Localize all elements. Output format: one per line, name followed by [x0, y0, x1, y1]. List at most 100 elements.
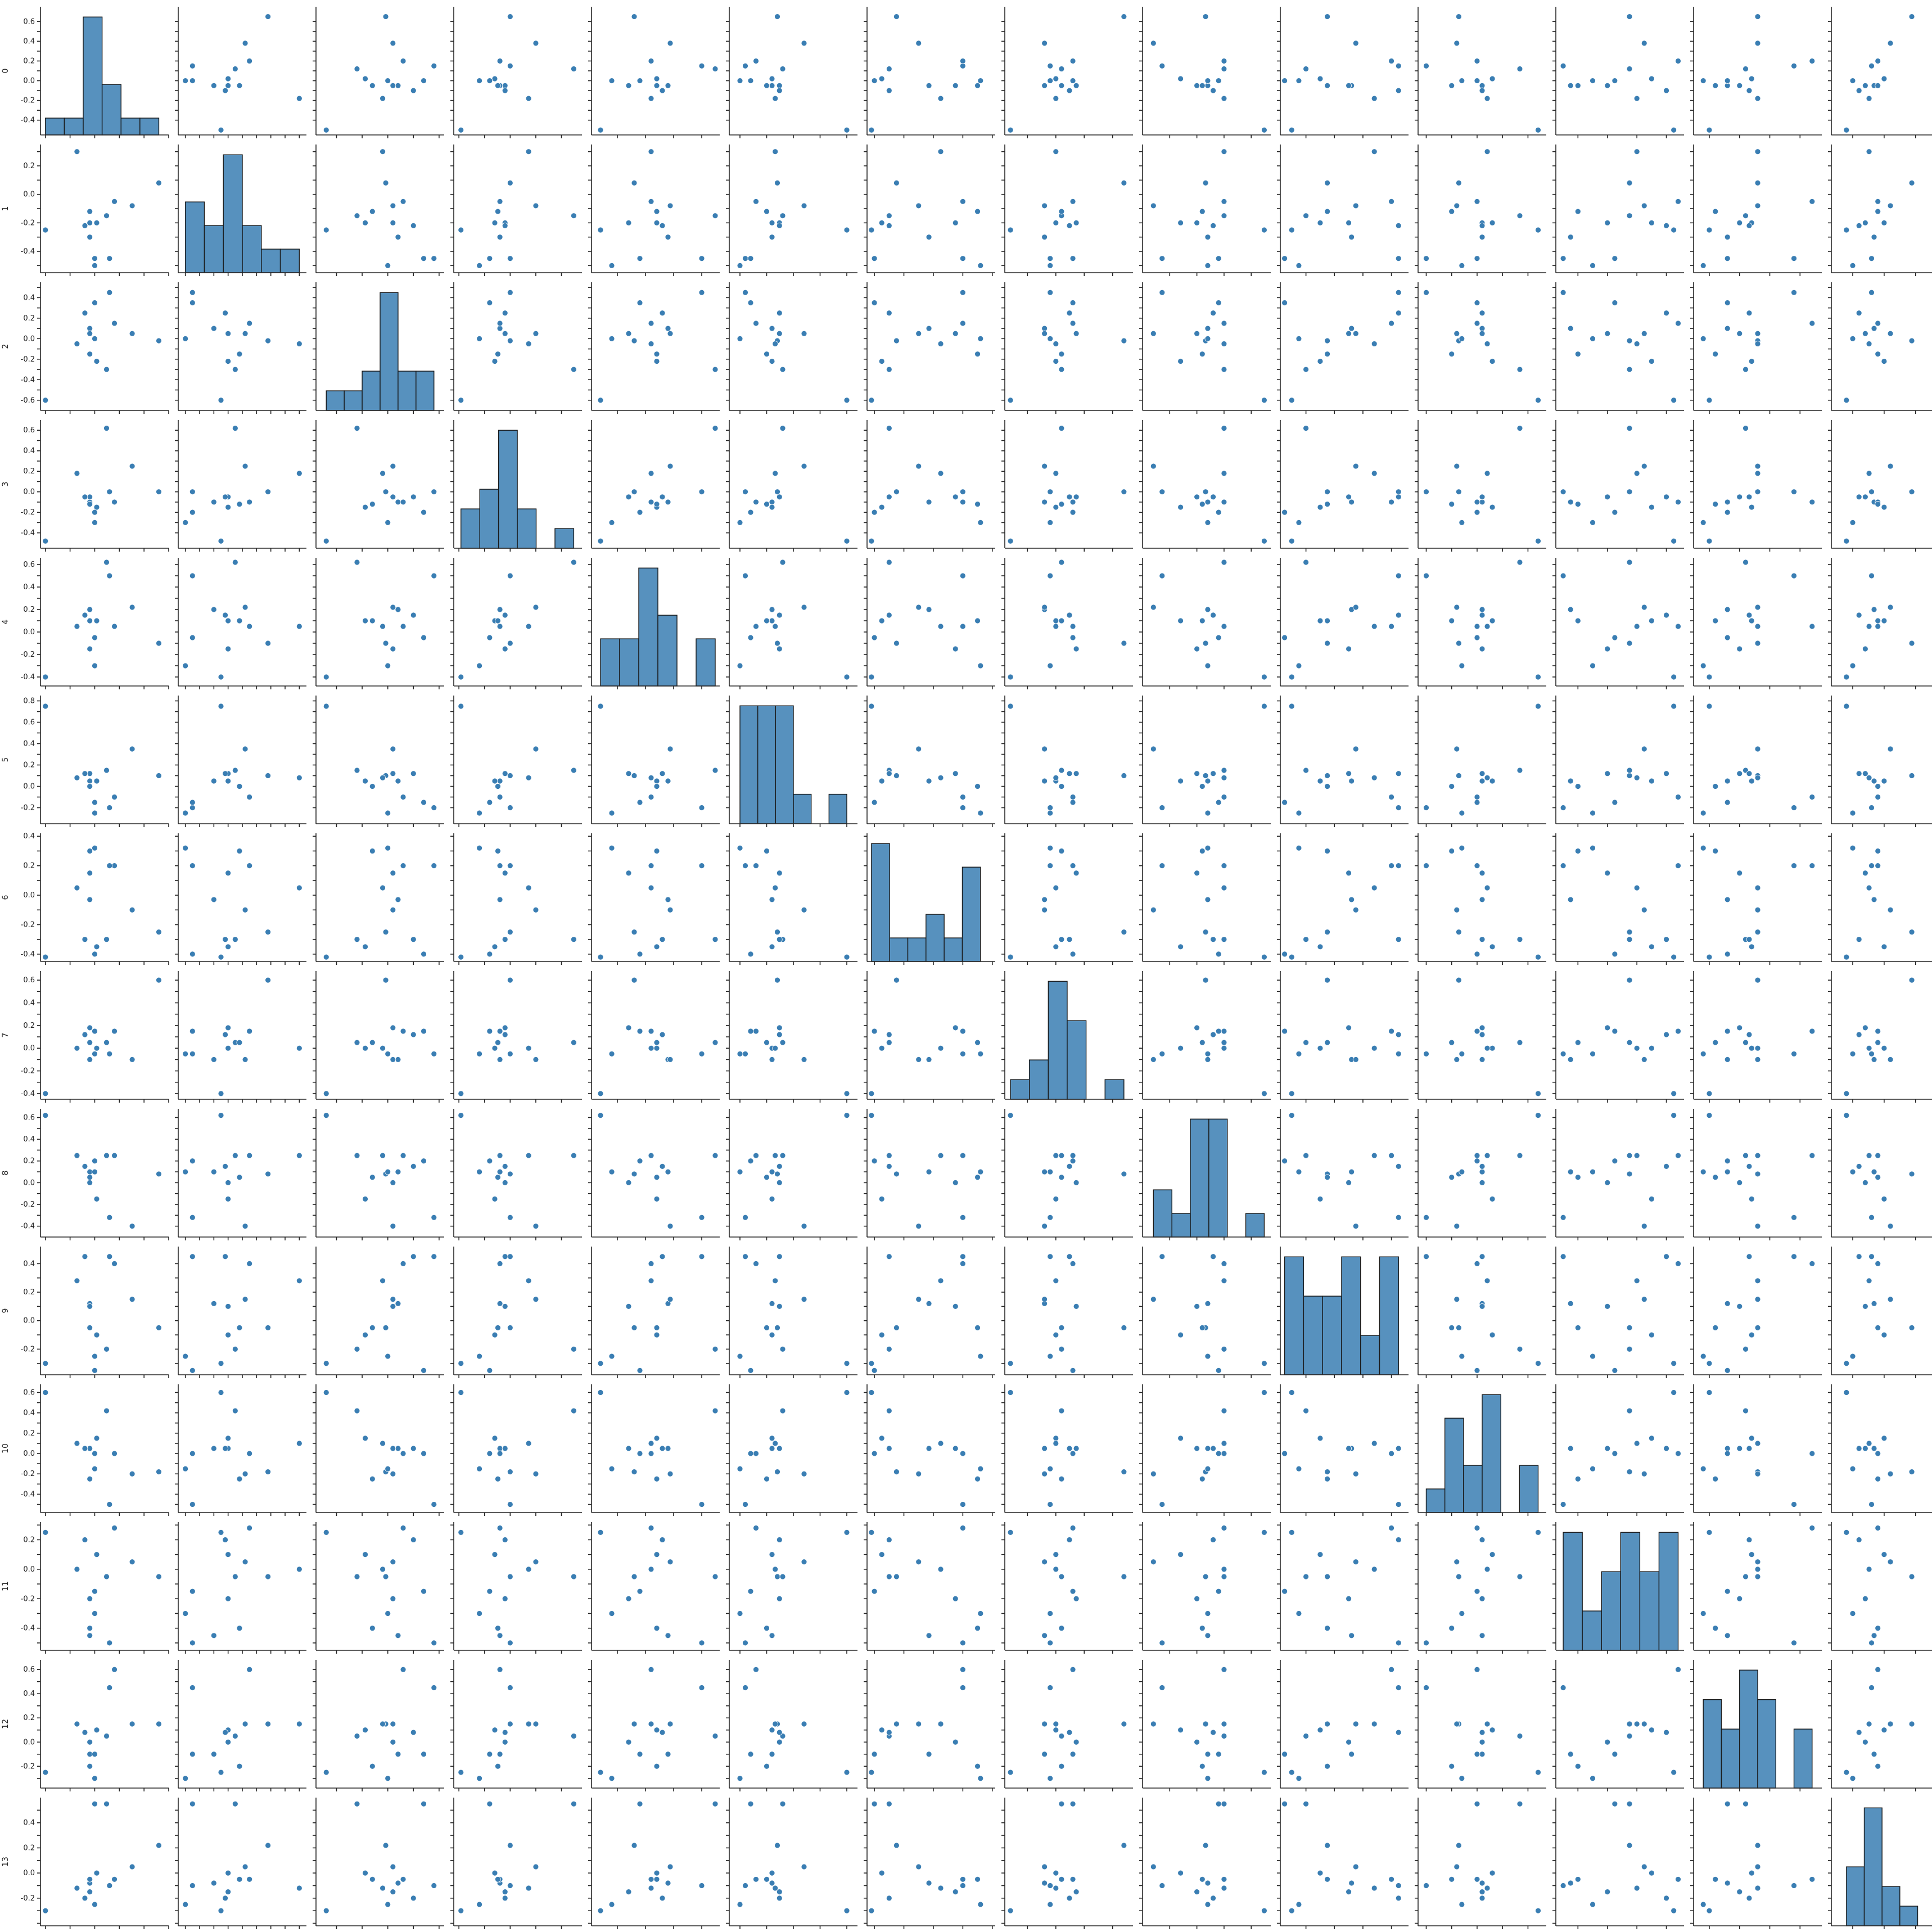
scatter-point-6-10-2 — [1474, 863, 1480, 869]
scatter-point-7-0-8 — [87, 1025, 93, 1031]
scatter-point-3-12-9 — [1700, 520, 1706, 525]
scatter-point-10-12-13 — [1746, 1446, 1752, 1451]
scatter-point-0-1-12 — [237, 83, 242, 88]
scatter-point-10-1-5 — [189, 1502, 195, 1507]
scatter-point-6-2-10 — [421, 951, 427, 957]
subplot-1-6 — [864, 145, 995, 276]
scatter-point-10-12-10 — [1725, 1451, 1730, 1456]
scatter-point-6-11-13 — [1664, 937, 1669, 942]
scatter-point-2-7-11 — [1053, 341, 1059, 346]
scatter-point-10-6-1 — [926, 1446, 932, 1451]
scatter-point-6-13-4 — [1844, 954, 1849, 960]
scatter-point-10-4-10 — [637, 1451, 643, 1456]
scatter-point-5-13-3 — [1881, 778, 1887, 784]
scatter-point-2-4-9 — [609, 336, 615, 341]
scatter-point-4-5-12 — [764, 618, 770, 624]
subplot-8-9 — [1277, 1109, 1409, 1240]
scatter-point-9-2-6 — [354, 1346, 360, 1352]
scatter-point-3-11-9 — [1590, 520, 1596, 525]
subplot-3-13 — [1828, 420, 1932, 552]
subplot-1-5 — [726, 145, 857, 276]
scatter-point-5-8-2 — [1221, 795, 1227, 800]
scatter-point-4-6-9 — [978, 663, 983, 669]
scatter-point-10-9-5 — [1396, 1502, 1401, 1507]
scatter-point-9-1-5 — [189, 1254, 195, 1260]
scatter-point-0-2-11 — [380, 96, 386, 101]
scatter-point-2-11-6 — [1627, 367, 1632, 372]
scatter-point-4-3-10 — [487, 635, 493, 640]
scatter-point-2-10-12 — [1449, 351, 1455, 357]
scatter-point-7-0-9 — [92, 1051, 97, 1057]
y-tick-label: 0.6 — [23, 17, 35, 26]
scatter-point-5-6-4 — [869, 703, 874, 709]
scatter-point-7-1-12 — [237, 1040, 242, 1045]
y-tick-label: 0.0 — [23, 1317, 35, 1325]
scatter-point-0-6-6 — [886, 66, 892, 71]
scatter-point-8-11-4 — [1671, 1113, 1677, 1118]
scatter-point-4-0-3 — [94, 618, 100, 624]
subplot-5-4 — [588, 696, 720, 827]
scatter-point-2-1-10 — [189, 300, 195, 305]
scatter-point-10-0-6 — [104, 1408, 110, 1414]
scatter-point-4-2-12 — [369, 618, 375, 624]
scatter-point-7-8-4 — [1261, 1091, 1267, 1096]
scatter-point-1-11-12 — [1575, 209, 1581, 214]
scatter-point-7-5-8 — [777, 1025, 782, 1031]
scatter-point-2-9-9 — [1296, 336, 1302, 341]
hist-bar-5-5 — [829, 795, 847, 824]
scatter-point-1-7-13 — [1067, 223, 1072, 228]
scatter-point-5-6-5 — [960, 805, 965, 811]
subplot-8-7 — [1001, 1109, 1133, 1240]
scatter-point-9-1-10 — [189, 1367, 195, 1373]
scatter-point-9-10-13 — [1479, 1254, 1485, 1260]
scatter-point-8-4-3 — [654, 1196, 660, 1202]
scatter-point-5-9-8 — [1346, 771, 1352, 777]
scatter-point-10-5-1 — [769, 1446, 775, 1451]
scatter-point-0-6-7 — [916, 40, 922, 46]
scatter-point-0-8-7 — [1150, 40, 1156, 46]
subplot-10-5 — [726, 1384, 857, 1516]
scatter-point-10-1-11 — [296, 1441, 302, 1446]
scatter-point-10-0-4 — [43, 1389, 48, 1395]
scatter-point-1-13-12 — [1875, 209, 1881, 214]
scatter-point-2-0-7 — [129, 331, 135, 336]
scatter-point-2-3-1 — [497, 326, 503, 331]
scatter-point-7-1-11 — [296, 1045, 302, 1051]
scatter-point-10-11-12 — [1575, 1476, 1581, 1482]
subplot-1-4 — [588, 145, 720, 276]
scatter-point-8-12-0 — [1755, 1171, 1761, 1177]
scatter-point-7-3-9 — [477, 1051, 482, 1057]
scatter-point-2-0-11 — [74, 341, 80, 346]
scatter-point-1-2-6 — [354, 213, 360, 219]
scatter-point-11-0-1 — [87, 1633, 93, 1638]
scatter-point-3-6-4 — [869, 538, 874, 544]
scatter-point-9-5-4 — [844, 1361, 850, 1366]
scatter-point-3-7-6 — [1059, 426, 1064, 431]
subplot-8-10 — [1415, 1109, 1546, 1240]
scatter-point-8-2-8 — [390, 1180, 396, 1185]
scatter-point-0-10-6 — [1517, 66, 1523, 71]
scatter-point-1-6-1 — [926, 234, 932, 240]
scatter-point-4-6-12 — [975, 618, 981, 624]
scatter-point-3-9-5 — [1396, 489, 1401, 495]
scatter-point-3-5-1 — [769, 499, 775, 505]
scatter-point-4-3-1 — [497, 607, 503, 612]
scatter-point-4-7-6 — [1059, 559, 1064, 565]
scatter-point-2-10-4 — [1536, 398, 1541, 403]
scatter-point-5-11-8 — [1605, 771, 1610, 777]
scatter-point-9-12-12 — [1713, 1325, 1718, 1330]
scatter-point-9-8-11 — [1221, 1278, 1227, 1284]
scatter-point-6-7-10 — [1070, 951, 1076, 957]
scatter-point-2-4-5 — [699, 290, 705, 295]
scatter-point-3-6-0 — [893, 489, 899, 495]
scatter-point-6-5-7 — [801, 907, 807, 913]
scatter-point-4-3-12 — [495, 618, 500, 624]
scatter-point-9-11-3 — [1649, 1332, 1654, 1338]
scatter-point-0-4-0 — [631, 14, 637, 20]
scatter-point-8-10-11 — [1484, 1153, 1490, 1158]
scatter-point-6-13-9 — [1850, 845, 1856, 851]
scatter-point-3-6-2 — [960, 499, 965, 505]
scatter-point-5-1-0 — [265, 773, 271, 779]
scatter-point-8-3-12 — [495, 1175, 500, 1180]
subplot-9-10 — [1415, 1247, 1546, 1378]
